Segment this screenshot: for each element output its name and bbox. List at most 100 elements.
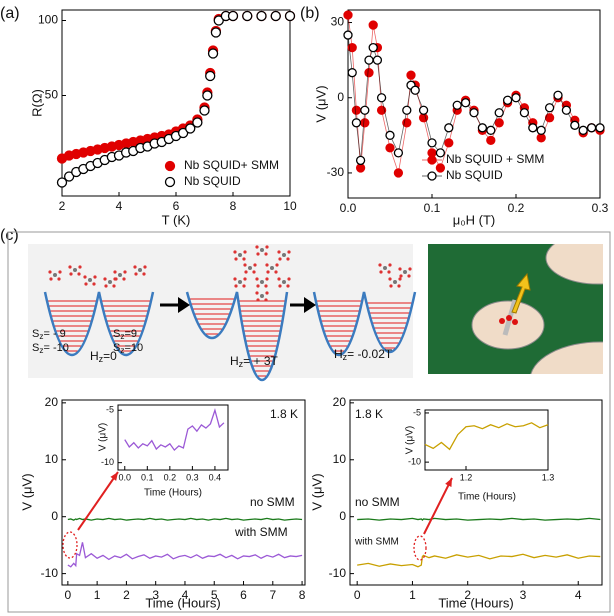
molecule bbox=[84, 282, 88, 286]
molecule bbox=[265, 245, 269, 249]
series-line bbox=[357, 517, 601, 522]
molecule bbox=[265, 263, 269, 267]
y-axis-title: V (μV) bbox=[313, 85, 328, 122]
x-axis-title: Time (Hours) bbox=[438, 595, 513, 610]
molecule bbox=[266, 270, 270, 274]
data-point bbox=[418, 105, 429, 115]
molecule bbox=[399, 274, 403, 278]
plot-frame bbox=[424, 409, 549, 471]
x-tick-label: 8 bbox=[230, 199, 237, 213]
molecule bbox=[243, 263, 247, 267]
molecule bbox=[397, 284, 401, 288]
data-point bbox=[347, 42, 357, 53]
molecule bbox=[93, 275, 97, 279]
x-tick-label: 0.0 bbox=[340, 201, 357, 215]
legend-label: Nb SQUID+ SMM bbox=[184, 158, 279, 172]
molecule bbox=[234, 284, 238, 288]
molecule bbox=[248, 266, 252, 270]
molecule bbox=[113, 270, 117, 274]
device-hole bbox=[545, 244, 603, 285]
molecule bbox=[252, 270, 256, 274]
y-tick-label: -10 bbox=[101, 457, 114, 467]
label-rest: =0 bbox=[103, 349, 117, 363]
molecule bbox=[512, 319, 518, 325]
legend-marker bbox=[164, 176, 176, 188]
molecule bbox=[77, 272, 81, 276]
state-label: Sz=10 bbox=[113, 342, 143, 355]
molecule bbox=[104, 284, 108, 288]
data-point bbox=[192, 117, 203, 128]
data-point bbox=[242, 10, 253, 22]
molecule bbox=[53, 273, 57, 277]
data-point bbox=[227, 10, 239, 22]
molecule bbox=[389, 284, 393, 288]
data-point bbox=[393, 168, 404, 178]
x-tick-label: 0.0 bbox=[119, 472, 132, 482]
x-tick-label: 1 bbox=[94, 588, 101, 602]
spin-arrow bbox=[511, 272, 531, 314]
molecule bbox=[243, 277, 247, 281]
inset-background bbox=[403, 404, 553, 504]
label-rest: = -10 bbox=[43, 342, 68, 354]
panel-label: (a) bbox=[0, 5, 20, 22]
molecule bbox=[57, 277, 61, 281]
y-tick-label: 50 bbox=[45, 88, 59, 102]
molecule bbox=[233, 250, 237, 254]
x-tick-label: 8 bbox=[299, 588, 306, 602]
molecule bbox=[388, 277, 392, 281]
legend-label: Nb SQUID bbox=[184, 174, 241, 188]
molecule bbox=[264, 252, 268, 256]
label-base: H bbox=[90, 349, 99, 363]
y-tick-label: -5 bbox=[106, 405, 114, 415]
data-point bbox=[210, 27, 222, 38]
data-point bbox=[355, 155, 366, 166]
molecule bbox=[398, 267, 402, 271]
x-tick-label: 1.2 bbox=[460, 472, 473, 482]
molecule bbox=[103, 277, 107, 281]
data-point bbox=[444, 123, 454, 133]
molecule bbox=[112, 284, 116, 288]
x-tick-label: 0.3 bbox=[592, 201, 609, 215]
molecule bbox=[143, 265, 147, 269]
y-tick-label: 20 bbox=[45, 395, 59, 409]
data-point bbox=[56, 177, 68, 188]
data-point bbox=[385, 130, 395, 140]
label-base: S bbox=[32, 328, 39, 340]
data-point bbox=[351, 105, 362, 115]
molecule bbox=[255, 291, 259, 295]
data-point bbox=[502, 95, 513, 105]
molecule bbox=[238, 280, 242, 284]
molecule bbox=[142, 272, 146, 276]
data-point bbox=[519, 108, 530, 118]
x-tick-label: 3 bbox=[520, 588, 527, 602]
plot-frame bbox=[61, 399, 306, 586]
plot-frame bbox=[347, 9, 601, 199]
label-subscript: z bbox=[239, 359, 244, 369]
label-subscript: z bbox=[39, 346, 43, 355]
molecule bbox=[238, 253, 242, 257]
data-point bbox=[486, 135, 496, 145]
y-tick-label: 0 bbox=[337, 90, 344, 104]
inset-background bbox=[95, 401, 231, 501]
molecule bbox=[403, 270, 407, 274]
data-point bbox=[427, 138, 437, 148]
potential-well bbox=[185, 291, 289, 382]
molecule bbox=[244, 270, 248, 274]
molecule bbox=[274, 270, 278, 274]
molecule bbox=[408, 267, 412, 271]
y-axis-title: V (μV) bbox=[309, 473, 324, 510]
molecule bbox=[256, 252, 260, 256]
data-point bbox=[444, 138, 454, 148]
state-label: Hz= + 3T bbox=[230, 354, 279, 369]
data-point bbox=[570, 120, 580, 130]
x-axis-title: T (K) bbox=[162, 212, 191, 227]
data-point bbox=[360, 105, 370, 115]
data-point bbox=[406, 70, 416, 80]
molecule bbox=[260, 280, 264, 284]
data-point bbox=[477, 123, 488, 133]
data-point bbox=[185, 123, 196, 134]
label-rest: = + 3T bbox=[243, 354, 278, 368]
x-tick-label: 4 bbox=[182, 588, 189, 602]
label-base: H bbox=[334, 347, 343, 361]
data-point bbox=[402, 105, 412, 115]
